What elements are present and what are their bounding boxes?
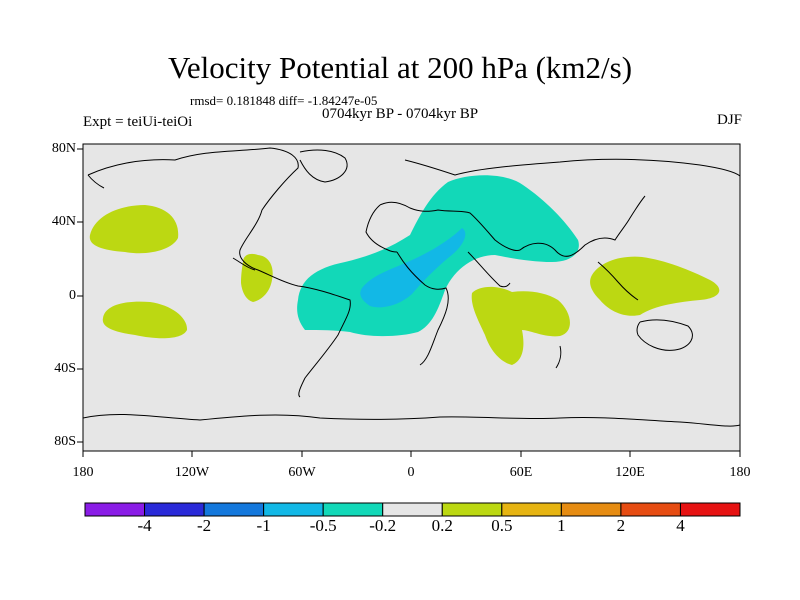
colorbar-label: -4 — [137, 516, 152, 535]
lon-label-0: 0 — [407, 465, 415, 480]
colorbar-label: 1 — [557, 516, 566, 535]
colorbar-swatch — [263, 502, 324, 517]
lon-label-60e: 60E — [509, 465, 533, 480]
colorbar-label: -0.5 — [309, 516, 337, 535]
colorbar-swatch — [620, 502, 681, 517]
experiment-label: Expt = teiUi-teiOi — [83, 114, 193, 130]
colorbar — [84, 502, 741, 517]
colorbar-swatch — [679, 502, 741, 517]
lat-label-80n: 80N — [51, 141, 76, 156]
lon-label-180w: 180 — [72, 465, 94, 480]
lat-label-40n: 40N — [51, 214, 76, 229]
colorbar-label: -2 — [196, 516, 212, 535]
coastlines — [83, 147, 740, 427]
lat-label-80s: 80S — [54, 434, 76, 449]
positive-region-south-pacific — [102, 301, 188, 339]
lon-label-60w: 60W — [288, 465, 316, 480]
positive-region-maritime-continent — [590, 256, 720, 316]
period-subtitle: 0704kyr BP - 0704kyr BP — [321, 106, 479, 122]
colorbar-label: -1 — [256, 516, 271, 535]
lat-label-40s: 40S — [54, 361, 76, 376]
stats-text: rmsd= 0.181848 diff= -1.84247e-05 — [190, 93, 378, 108]
season-label: DJF — [716, 112, 742, 128]
positive-region-africa-indian-ocean — [471, 286, 570, 365]
strong-negative-core — [360, 228, 466, 308]
colorbar-label: 2 — [616, 516, 626, 535]
colorbar-swatch — [322, 502, 384, 517]
colorbar-swatch — [203, 502, 265, 517]
lon-label-180e: 180 — [729, 465, 751, 480]
colorbar-swatch — [501, 502, 562, 517]
lat-ticks — [77, 148, 83, 443]
lon-ticks — [82, 451, 741, 457]
colorbar-label: -0.2 — [369, 516, 397, 535]
colorbar-label: 0.2 — [431, 516, 453, 535]
colorbar-swatch — [441, 502, 503, 517]
colorbar-swatch — [144, 502, 205, 517]
positive-region-north-pacific — [89, 205, 179, 254]
colorbar-swatch — [382, 502, 443, 517]
lon-label-120e: 120E — [615, 465, 645, 480]
lon-label-120w: 120W — [174, 465, 210, 480]
colorbar-swatch — [84, 502, 146, 517]
colorbar-label: 0.5 — [491, 516, 513, 535]
colorbar-label: 4 — [676, 516, 685, 535]
chart-title: Velocity Potential at 200 hPa (km2/s) — [167, 50, 633, 85]
colorbar-swatch — [560, 502, 622, 517]
lat-label-0: 0 — [69, 288, 76, 303]
